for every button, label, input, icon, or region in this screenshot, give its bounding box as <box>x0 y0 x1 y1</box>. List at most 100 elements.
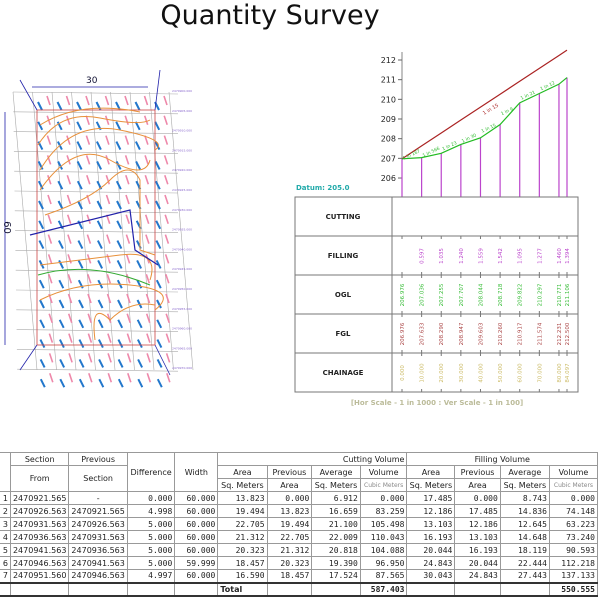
band-value: 1.277 <box>537 248 543 264</box>
grid-line <box>16 329 179 332</box>
table-cell: 22.705 <box>266 530 313 544</box>
level-marker <box>107 353 112 363</box>
level-marker <box>66 155 71 165</box>
grid-coordinate-label: 2470955.000 <box>172 307 192 311</box>
level-marker <box>67 293 73 304</box>
level-marker <box>117 358 124 368</box>
level-marker <box>85 95 90 106</box>
level-marker <box>76 180 83 190</box>
band-value: 10.000 <box>420 363 426 383</box>
level-marker <box>124 115 129 126</box>
level-marker <box>39 339 46 349</box>
col-from: From <box>9 465 70 492</box>
table-cell: 3 <box>0 517 11 531</box>
table-row: 3 2470931.563 2470926.563 5.000 60.000 22.705… <box>0 517 599 531</box>
level-marker <box>124 135 130 145</box>
cut-total: 587.403 <box>359 581 408 597</box>
grid-line <box>15 269 179 273</box>
table-header-cell: Area <box>217 465 268 479</box>
table-cell: 63.223 <box>548 517 599 531</box>
level-marker <box>106 293 112 304</box>
band-row-label-fgl: FGL <box>336 330 352 338</box>
grid-line <box>14 170 179 174</box>
level-marker <box>155 200 161 210</box>
level-marker <box>163 155 169 165</box>
level-marker <box>155 279 162 289</box>
grid-line <box>149 91 174 371</box>
table-cell: 8.743 <box>499 491 550 505</box>
level-marker <box>106 313 112 324</box>
level-marker <box>144 135 149 145</box>
table-cell: 1 <box>0 491 11 505</box>
level-marker <box>106 273 112 284</box>
level-marker <box>38 220 45 230</box>
col-width: Width <box>174 452 219 492</box>
grid-line <box>71 91 96 371</box>
band-value: 1.542 <box>498 248 504 264</box>
band-value: 0.000 <box>400 365 406 381</box>
level-marker <box>68 353 73 363</box>
band-value: 1.240 <box>459 248 465 264</box>
level-marker <box>126 273 131 284</box>
site-plan-drawing: 2470900.000 2470905.000 2470910.000 2470915… <box>4 69 194 388</box>
level-marker <box>156 319 163 329</box>
table-cell: 20.323 <box>217 543 268 557</box>
level-marker <box>59 358 65 368</box>
table-cell: 2470921.565 <box>9 491 70 505</box>
table-header-cell <box>454 581 501 597</box>
grid-line <box>13 111 179 115</box>
level-marker <box>97 240 103 250</box>
level-marker <box>137 339 143 349</box>
level-marker <box>57 160 63 170</box>
contour-line <box>39 253 153 281</box>
band-row-label-ogl: OGL <box>335 291 352 299</box>
total-row: Total 587.403 550.555 <box>0 581 599 597</box>
ogl-grade-label: 1 in 21 <box>520 89 537 101</box>
level-marker <box>46 135 52 145</box>
level-marker <box>39 378 46 388</box>
level-marker <box>37 121 44 131</box>
level-marker <box>86 174 91 185</box>
level-marker <box>115 160 122 170</box>
level-marker <box>97 319 104 329</box>
table-cell: 13.823 <box>217 491 268 505</box>
table-cell: 24.843 <box>406 556 456 570</box>
table-cell: 12.645 <box>499 517 550 531</box>
level-marker <box>125 194 130 205</box>
band-value: 210.297 <box>537 283 543 306</box>
level-marker <box>46 155 52 165</box>
table-cell: 83.259 <box>359 504 408 518</box>
level-marker <box>48 353 54 363</box>
level-marker <box>65 95 71 106</box>
table-row: 2 2470926.563 2470921.565 4.998 60.000 19.494… <box>0 504 599 518</box>
table-cell: 0.000 <box>266 491 313 505</box>
level-marker <box>66 135 71 145</box>
level-marker <box>39 358 46 368</box>
band-value: 210.260 <box>498 322 504 345</box>
level-marker <box>156 339 163 349</box>
level-marker <box>76 121 83 131</box>
level-marker <box>104 95 110 106</box>
table-header-cell: Previous <box>454 465 501 479</box>
level-marker <box>49 372 54 383</box>
grid-line <box>16 309 179 313</box>
table-cell: 7 <box>0 569 11 583</box>
level-marker <box>85 135 91 145</box>
grid-coordinate-label: 2470905.000 <box>172 109 192 113</box>
datum-label: Datum: 205.0 <box>296 184 350 192</box>
grid-line <box>15 250 179 253</box>
contour-line <box>37 116 151 146</box>
contour-line <box>39 153 151 191</box>
table-cell: 20.818 <box>311 543 361 557</box>
level-marker <box>38 240 45 250</box>
level-marker <box>116 220 123 230</box>
grid-coordinate-label: 2470900.000 <box>172 89 192 93</box>
band-value: 30.000 <box>459 363 465 383</box>
level-marker <box>154 121 161 131</box>
level-marker <box>39 319 46 329</box>
band-value: 70.000 <box>537 363 543 383</box>
table-cell: 2470936.563 <box>9 530 70 544</box>
level-marker <box>96 200 103 210</box>
grid-line <box>13 131 179 134</box>
